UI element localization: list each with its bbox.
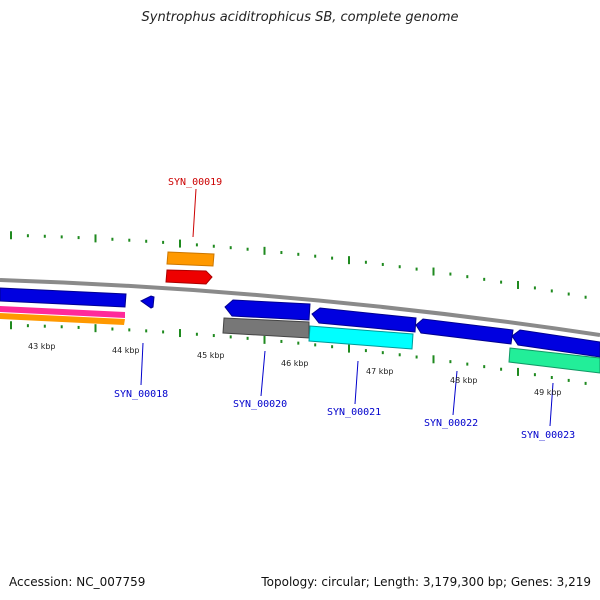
syn-00018-leader (140, 342, 144, 386)
syn-00022-gene[interactable] (415, 318, 514, 345)
accession-text: Accession: NC_007759 (9, 575, 146, 589)
gray-feature[interactable] (222, 317, 310, 339)
green-feature[interactable] (508, 347, 600, 374)
syn-00018-gene[interactable] (140, 295, 155, 309)
kbp-label-47: 47 kbp (366, 367, 394, 376)
kbp-label-45: 45 kbp (197, 351, 225, 360)
syn-00019-leader (192, 188, 197, 238)
kbp-label-46: 46 kbp (281, 359, 309, 368)
kbp-label-43: 43 kbp (28, 342, 56, 351)
left-blue-gene[interactable] (0, 287, 127, 308)
kbp-label-48: 48 kbp (450, 376, 478, 385)
syn-00019-label[interactable]: SYN_00019 (168, 177, 222, 188)
map-title: Syntrophus aciditrophicus SB, complete g… (141, 10, 459, 25)
kbp-label-49: 49 kbp (534, 388, 562, 397)
syn-00020-label[interactable]: SYN_00020 (233, 399, 287, 410)
syn-00020-leader (260, 350, 266, 397)
left-magenta-feature[interactable] (0, 306, 125, 318)
kbp-label-44: 44 kbp (112, 346, 140, 355)
syn-00020-gene[interactable] (224, 299, 311, 321)
cyan-feature[interactable] (308, 325, 414, 350)
genome-backbone (0, 278, 600, 337)
outer-tick-row (10, 231, 587, 299)
syn-00023-leader (549, 382, 554, 427)
syn-00022-label[interactable]: SYN_00022 (424, 418, 478, 429)
syn-00022-leader (452, 370, 458, 416)
syn-00019-gene[interactable] (165, 269, 213, 285)
syn-00023-label[interactable]: SYN_00023 (521, 430, 575, 441)
orange-feature[interactable] (166, 251, 215, 267)
syn-00018-label[interactable]: SYN_00018 (114, 389, 168, 400)
syn-00021-label[interactable]: SYN_00021 (327, 407, 381, 418)
left-orange-feature[interactable] (0, 313, 125, 325)
syn-00023-gene[interactable] (511, 329, 600, 358)
genome-summary-text: Topology: circular; Length: 3,179,300 bp… (261, 575, 591, 589)
inner-tick-row (10, 321, 587, 385)
syn-00021-leader (354, 360, 359, 405)
